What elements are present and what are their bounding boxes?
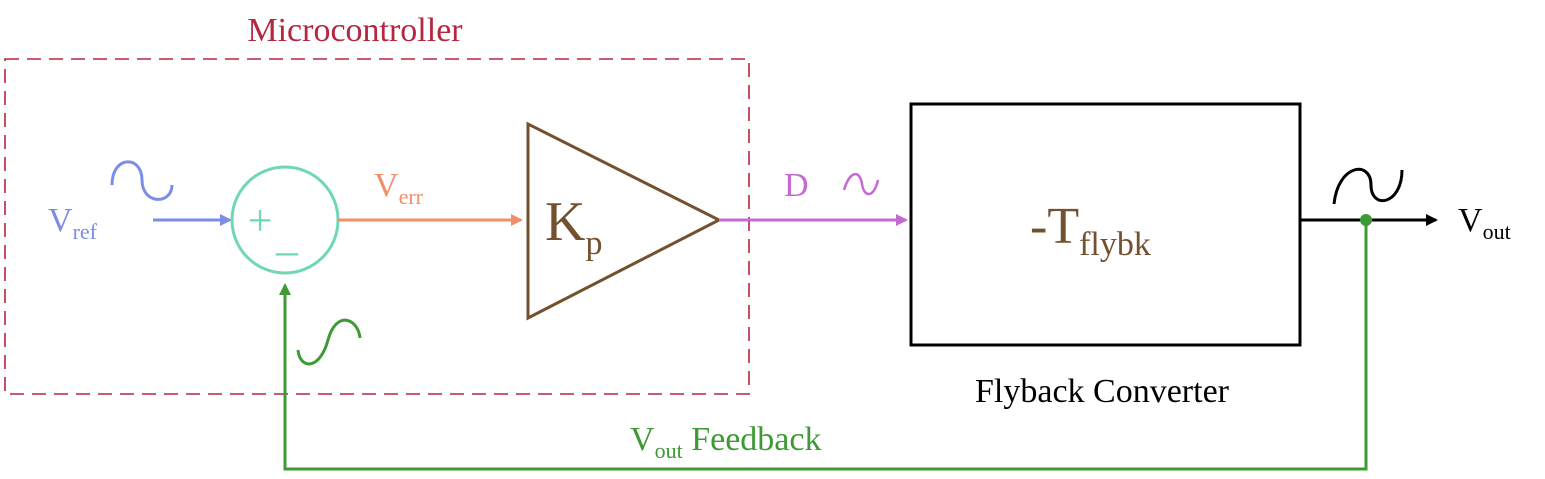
feedback-label: Vout Feedback	[630, 421, 821, 463]
summing-minus-sign: _	[275, 211, 299, 260]
gain-block	[526, 121, 723, 321]
duty-tilde-icon	[842, 173, 880, 196]
vref-label: Vref	[48, 202, 98, 244]
output-sine-icon	[1332, 167, 1404, 205]
verr-label: Verr	[374, 167, 424, 209]
summing-plus-sign: +	[248, 196, 273, 245]
microcontroller-boundary	[4, 58, 750, 395]
output-label: Vout	[1458, 202, 1511, 244]
flyback-converter-caption: Flyback Converter	[975, 373, 1230, 410]
gain-label: Kp	[545, 191, 602, 262]
feedback-path	[279, 220, 1368, 471]
microcontroller-label: Microcontroller	[247, 12, 463, 49]
flyback-transfer-label: -Tflybk	[1030, 198, 1151, 263]
flyback-converter-block	[909, 102, 1302, 347]
vref-sine-icon	[110, 160, 174, 201]
feedback-sine-icon	[296, 318, 362, 366]
duty-label: D	[784, 167, 809, 204]
